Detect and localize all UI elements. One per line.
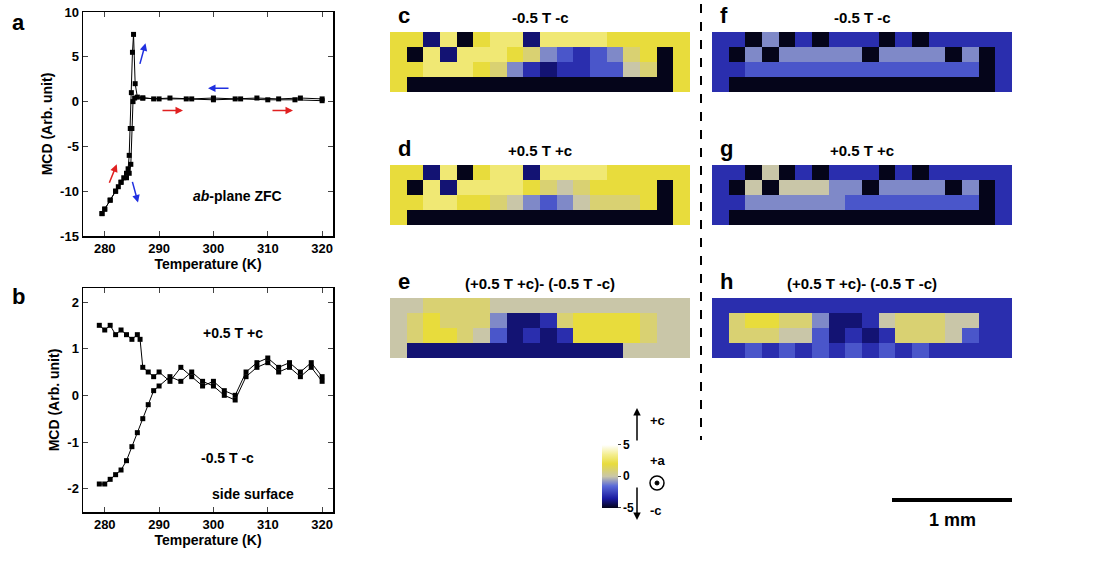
svg-text:MCD (Arb. unit): MCD (Arb. unit) [46, 349, 62, 452]
svg-text:+0.5 T +c: +0.5 T +c [508, 142, 572, 159]
svg-text:280: 280 [94, 241, 116, 256]
svg-text:310: 310 [257, 241, 279, 256]
svg-text:-10: -10 [60, 184, 79, 199]
svg-text:+0.5 T +c: +0.5 T +c [203, 325, 263, 341]
svg-text:g: g [720, 136, 733, 161]
svg-text:-0.5 T -c: -0.5 T -c [834, 9, 891, 26]
svg-text:-5: -5 [67, 139, 79, 154]
svg-text:10: 10 [64, 5, 78, 20]
svg-text:-5: -5 [623, 501, 634, 515]
svg-text:1 mm: 1 mm [929, 510, 976, 530]
svg-text:2: 2 [72, 295, 79, 310]
svg-text:Temperature (K): Temperature (K) [154, 532, 261, 548]
svg-text:0: 0 [72, 388, 79, 403]
svg-text:f: f [720, 3, 728, 28]
svg-text:c: c [398, 3, 410, 28]
svg-text:ab-plane ZFC: ab-plane ZFC [193, 188, 282, 204]
svg-text:side surface: side surface [212, 486, 294, 502]
svg-text:h: h [720, 269, 733, 294]
svg-text:5: 5 [72, 49, 79, 64]
svg-text:d: d [398, 136, 411, 161]
svg-text:-1: -1 [67, 435, 79, 450]
svg-text:280: 280 [94, 517, 116, 532]
svg-text:1: 1 [72, 341, 79, 356]
svg-text:320: 320 [311, 517, 333, 532]
svg-text:MCD (Arb. unit): MCD (Arb. unit) [39, 73, 55, 176]
svg-text:0: 0 [623, 469, 630, 483]
svg-text:-2: -2 [67, 481, 79, 496]
svg-text:-0.5 T -c: -0.5 T -c [512, 9, 569, 26]
svg-text:(+0.5 T +c)- (-0.5 T -c): (+0.5 T +c)- (-0.5 T -c) [465, 275, 615, 292]
svg-text:290: 290 [148, 517, 170, 532]
svg-text:300: 300 [203, 241, 225, 256]
svg-text:(+0.5 T +c)- (-0.5 T -c): (+0.5 T +c)- (-0.5 T -c) [787, 275, 937, 292]
svg-text:0: 0 [72, 94, 79, 109]
svg-text:-15: -15 [60, 229, 79, 244]
svg-text:320: 320 [311, 241, 333, 256]
svg-text:300: 300 [203, 517, 225, 532]
svg-text:+0.5 T +c: +0.5 T +c [830, 142, 894, 159]
svg-text:-0.5 T -c: -0.5 T -c [201, 450, 254, 466]
svg-text:a: a [12, 10, 25, 35]
svg-text:Temperature (K): Temperature (K) [154, 256, 261, 272]
svg-text:+a: +a [650, 453, 666, 468]
svg-text:+c: +c [650, 413, 665, 428]
svg-text:5: 5 [623, 438, 630, 452]
svg-text:e: e [398, 269, 410, 294]
svg-text:b: b [12, 284, 25, 309]
svg-text:310: 310 [257, 517, 279, 532]
svg-text:-c: -c [650, 503, 662, 518]
svg-text:290: 290 [148, 241, 170, 256]
